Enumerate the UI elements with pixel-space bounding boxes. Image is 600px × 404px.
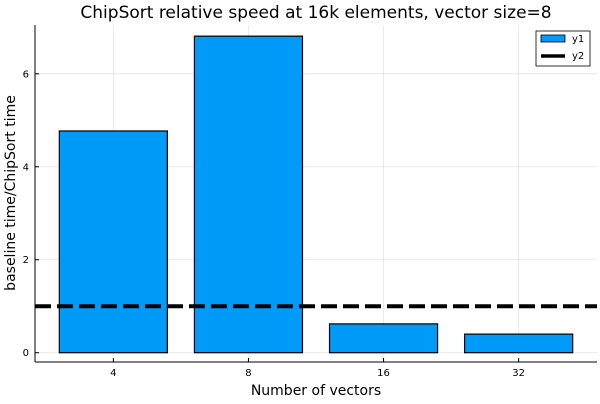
x-tick-label: 32 bbox=[512, 368, 525, 379]
bar-32 bbox=[464, 333, 574, 354]
bar-4 bbox=[58, 130, 168, 354]
legend-label-y1: y1 bbox=[572, 34, 584, 45]
y-axis-label: baseline time/ChipSort time bbox=[3, 95, 19, 291]
bar-8 bbox=[193, 35, 304, 354]
y-tick-label: 6 bbox=[23, 69, 29, 80]
x-tick-label: 16 bbox=[377, 368, 390, 379]
x-tick-label: 4 bbox=[110, 368, 116, 379]
legend: y1 y2 bbox=[535, 30, 591, 67]
tick-labels-layer: 0 2 4 6 4 8 16 32 bbox=[23, 69, 525, 379]
y-tick-label: 2 bbox=[23, 255, 29, 266]
legend-label-y2: y2 bbox=[572, 51, 584, 62]
bar-16 bbox=[328, 323, 439, 354]
x-axis-label: Number of vectors bbox=[251, 383, 381, 399]
axes-layer bbox=[34, 25, 597, 363]
legend-swatch-y1 bbox=[540, 34, 566, 43]
x-tick-label: 8 bbox=[245, 368, 251, 379]
chart-title: ChipSort relative speed at 16k elements,… bbox=[80, 3, 551, 23]
y-tick-label: 0 bbox=[23, 348, 29, 359]
y-tick-label: 4 bbox=[23, 162, 29, 173]
bars-layer bbox=[58, 35, 574, 354]
